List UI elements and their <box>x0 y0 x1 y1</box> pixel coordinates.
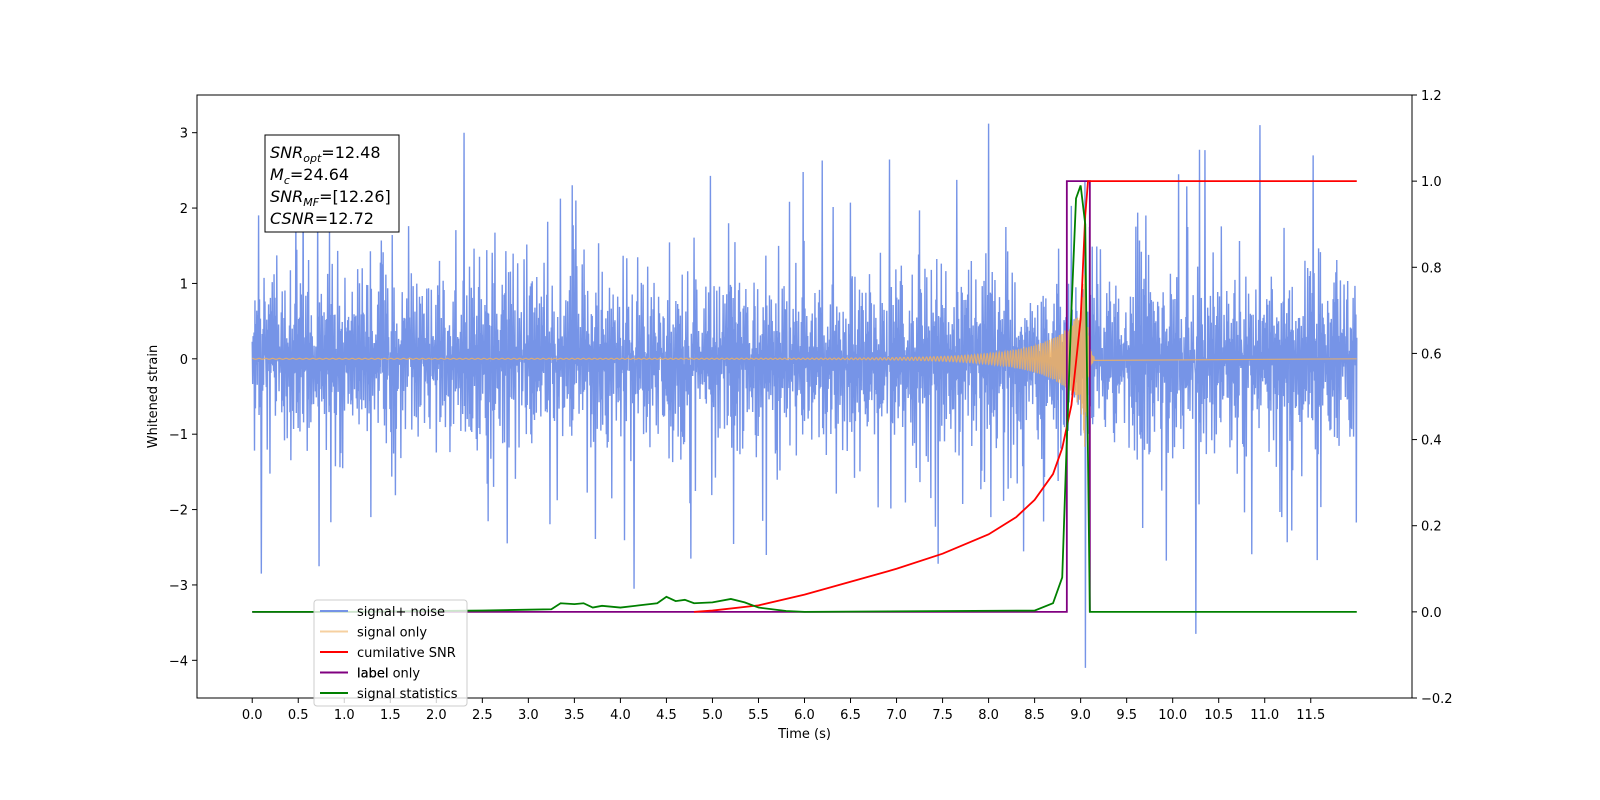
x-tick-label: 5.5 <box>748 708 769 723</box>
legend-label: signal statistics <box>357 687 458 702</box>
signal-only-line <box>252 256 1357 447</box>
info-box: SNRopt=12.48Mc=24.64SNRMF=[12.26]CSNR=12… <box>264 134 400 233</box>
x-tick-label: 10.5 <box>1204 708 1233 723</box>
x-tick-label: 5.0 <box>702 708 723 723</box>
x-tick-label: 2.5 <box>472 708 493 723</box>
y2-tick-label: 1.0 <box>1421 175 1442 190</box>
y-tick-label: 2 <box>180 202 188 217</box>
y2-tick-label: −0.2 <box>1421 692 1453 707</box>
signal-statistics-line <box>252 185 1357 613</box>
y-tick-label: 1 <box>180 277 188 292</box>
legend-label: signal only <box>357 626 427 641</box>
info-line: CSNR=12.72 <box>270 209 374 228</box>
legend-label: label <box>357 667 388 682</box>
x-tick-label: 10.0 <box>1158 708 1187 723</box>
y2-tick-label: 0.8 <box>1421 261 1442 276</box>
y-axis-label: Whitened strain <box>146 345 161 448</box>
y-tick-label: −1 <box>169 428 188 443</box>
x-tick-label: 8.0 <box>978 708 999 723</box>
x-tick-label: 11.5 <box>1296 708 1325 723</box>
legend-label: cumilative SNR <box>357 646 456 661</box>
signal-series-layer <box>252 256 1357 447</box>
y2-tick-label: 0.2 <box>1421 520 1442 535</box>
y2-tick-label: 0.4 <box>1421 434 1442 449</box>
legend-label: signal+ noise <box>357 605 445 620</box>
right-axis-series-layer <box>252 180 1357 613</box>
y-tick-label: −2 <box>169 504 188 519</box>
y2-tick-label: 1.2 <box>1421 89 1442 104</box>
y2-tick-label: 0.0 <box>1421 606 1442 621</box>
x-tick-label: 9.5 <box>1116 708 1137 723</box>
cumulative-snr-line <box>693 180 1357 613</box>
x-tick-label: 8.5 <box>1024 708 1045 723</box>
info-line: SNRMF=[12.26] <box>270 187 391 209</box>
y2-tick-label: 0.6 <box>1421 347 1442 362</box>
x-tick-label: 11.0 <box>1250 708 1279 723</box>
noise-series-layer <box>251 123 1358 668</box>
legend-label: label <box>357 667 388 682</box>
x-tick-label: 6.0 <box>794 708 815 723</box>
legend: signal+ noise signal only cumilative SNR la… <box>313 599 468 707</box>
x-axis-label: Time (s) <box>777 727 831 742</box>
x-tick-label: 9.0 <box>1070 708 1091 723</box>
y-tick-label: −4 <box>169 654 188 669</box>
info-box-frame <box>264 134 400 233</box>
x-tick-label: 7.0 <box>886 708 907 723</box>
info-line: Mc=24.64 <box>270 165 349 187</box>
y-tick-label: 3 <box>180 127 188 142</box>
legend-frame <box>313 599 468 707</box>
x-tick-label: 2.0 <box>426 708 447 723</box>
y-tick-label: −3 <box>169 579 188 594</box>
x-tick-label: 3.5 <box>564 708 585 723</box>
x-tick-label: 1.5 <box>380 708 401 723</box>
info-line: SNRopt=12.48 <box>270 143 381 165</box>
x-tick-label: 1.0 <box>334 708 355 723</box>
x-tick-label: 0.0 <box>242 708 263 723</box>
x-tick-label: 3.0 <box>518 708 539 723</box>
x-tick-label: 6.5 <box>840 708 861 723</box>
x-tick-label: 4.0 <box>610 708 631 723</box>
x-tick-label: 4.5 <box>656 708 677 723</box>
noise-series-line <box>251 123 1358 668</box>
legend-label: label only <box>357 667 420 682</box>
y-tick-label: 0 <box>180 353 188 368</box>
axes-layer: 0.0 0.5 1.0 1.5 2.0 2.5 3.0 3.5 4.0 4.5 5.0 5.5 6.0 6… <box>169 89 1453 723</box>
x-tick-label: 7.5 <box>932 708 953 723</box>
x-tick-label: 0.5 <box>288 708 309 723</box>
